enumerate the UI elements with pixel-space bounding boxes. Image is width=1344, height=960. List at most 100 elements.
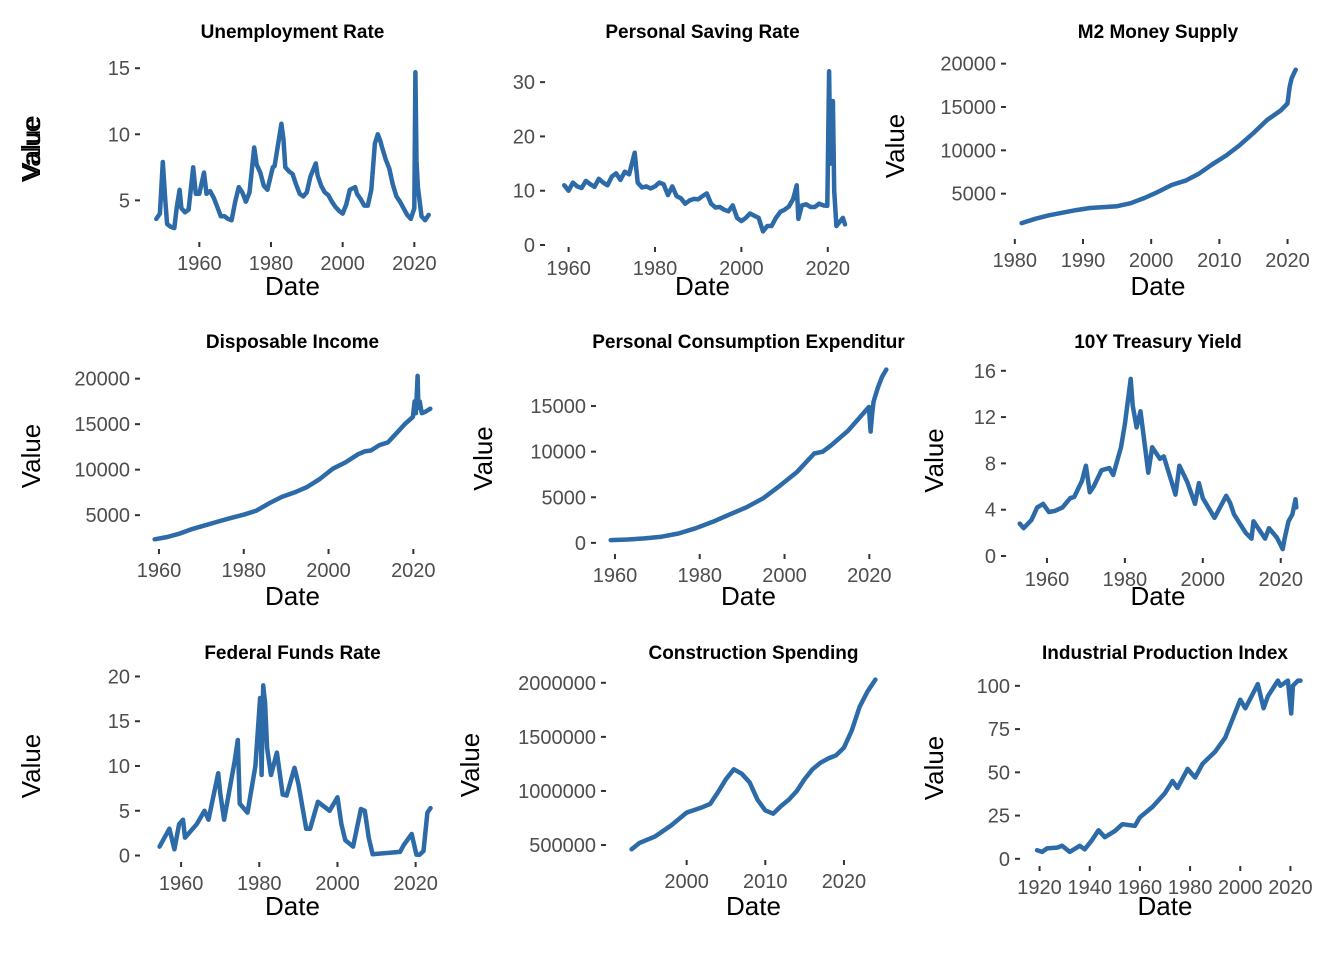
x-tick-label: 1960 [177,253,222,275]
x-axis-label: Date [265,271,320,301]
x-tick-label: 1980 [221,560,266,582]
x-tick-label: 2000 [1181,569,1226,591]
y-tick-label: 0 [575,533,586,555]
x-tick-label: 2020 [392,253,437,275]
chart-panel: Industrial Production Index Date Value 0 25 5… [919,643,1313,921]
y-axis-label: Value [919,428,949,493]
chart-title: Federal Funds Rate [204,643,380,664]
chart-title: Personal Saving Rate [605,22,799,43]
x-tick-label: 1980 [1103,569,1148,591]
y-tick-label: 10 [108,124,130,146]
y-axis-label: Value [919,736,949,801]
x-axis-label: Date [675,271,730,301]
y-tick-label: 5000 [86,505,131,527]
series-line [1017,376,1299,552]
y-tick-label: 1000000 [518,781,596,803]
chart-title: Disposable Income [206,332,379,353]
x-tick-label: 2020 [393,873,438,895]
y-tick-label: 5000 [952,184,997,206]
chart-title: Construction Spending [648,643,858,664]
x-tick-label: 1980 [249,253,294,275]
x-tick-label: 1980 [993,250,1038,272]
y-tick-label: 20 [108,666,130,688]
series-line [157,683,433,858]
series-line [152,373,433,542]
x-axis-label: Date [1131,581,1186,611]
y-tick-label: 15 [108,711,130,733]
x-tick-label: 2020 [806,258,851,280]
chart-panel: M2 Money Supply Date Value 5000 10000 15000 20… [880,22,1310,301]
y-tick-label: 5 [119,801,130,823]
y-tick-label: 10000 [530,442,586,464]
y-tick-label: 500000 [529,835,596,857]
x-tick-label: 1960 [593,565,638,587]
y-tick-label: 50 [988,762,1010,784]
chart-panel: 10Y Treasury Yield Date Value 0 4 8 12 16 1960 19… [919,332,1303,611]
y-tick-label: 20000 [940,54,996,76]
series-line [608,367,889,543]
x-tick-label: 1990 [1061,250,1106,272]
series-line [154,69,431,231]
y-tick-label: 5000 [542,487,587,509]
x-tick-label: 2000 [664,871,709,893]
chart-title: Industrial Production Index [1042,643,1288,664]
chart-title: Personal Consumption Expenditur [592,332,905,353]
y-axis-label: Value [880,114,910,179]
x-tick-label: 2000 [1129,250,1174,272]
y-tick-label: 15000 [940,97,996,119]
chart-title: M2 Money Supply [1078,22,1239,43]
x-tick-label: 1920 [1017,877,1062,899]
chart-panel: Construction Spending Date Value 500000 1000… [455,643,878,921]
y-tick-label: 2000000 [518,673,596,695]
series-line [629,677,878,852]
x-tick-label: 1980 [237,873,282,895]
y-tick-label: 15000 [530,396,586,418]
chart-title: 10Y Treasury Yield [1074,332,1242,353]
x-axis-label: Date [1138,891,1193,921]
y-tick-label: 25 [988,806,1010,828]
y-tick-label: 10 [513,181,535,203]
x-tick-label: 2010 [743,871,788,893]
x-tick-label: 2020 [1265,250,1310,272]
series-line [1034,678,1303,855]
y-tick-label: 4 [985,500,996,522]
x-tick-label: 1980 [677,565,722,587]
y-tick-label: 16 [974,361,996,383]
x-axis-label: Date [726,891,781,921]
x-tick-label: 2010 [1197,250,1242,272]
x-tick-label: 1960 [1025,569,1070,591]
x-tick-label: 1960 [159,873,204,895]
y-axis-label: Value [16,115,46,180]
y-axis-label: Value [468,426,498,491]
series-line [562,69,848,234]
x-axis-label: Date [721,581,776,611]
chart-panel: Personal Saving Rate Date Value 0 10 20 30 1960… [16,22,850,301]
x-tick-label: 1980 [633,258,678,280]
x-tick-label: 2020 [847,565,892,587]
y-tick-label: 20 [513,126,535,148]
y-tick-label: 1500000 [518,727,596,749]
y-tick-label: 75 [988,719,1010,741]
y-tick-label: 100 [977,676,1010,698]
y-tick-label: 0 [524,235,535,257]
chart-panel: Unemployment Rate Date Value 5 10 15 1960 1980 2… [16,22,437,301]
x-tick-label: 2020 [391,560,436,582]
x-tick-label: 2000 [762,565,807,587]
y-tick-label: 10000 [74,460,130,482]
x-tick-label: 1960 [137,560,182,582]
y-tick-label: 8 [985,453,996,475]
x-tick-label: 2000 [719,258,764,280]
x-tick-label: 2000 [1218,877,1263,899]
y-tick-label: 0 [999,849,1010,871]
y-tick-label: 15 [108,58,130,80]
x-axis-label: Date [1131,271,1186,301]
y-tick-label: 0 [985,546,996,568]
y-tick-label: 15000 [74,414,130,436]
y-axis-label: Value [16,118,46,183]
x-tick-label: 2020 [1268,877,1313,899]
x-axis-label: Date [265,891,320,921]
x-tick-label: 2000 [306,560,351,582]
chart-title: Unemployment Rate [201,22,385,43]
y-tick-label: 0 [119,846,130,868]
